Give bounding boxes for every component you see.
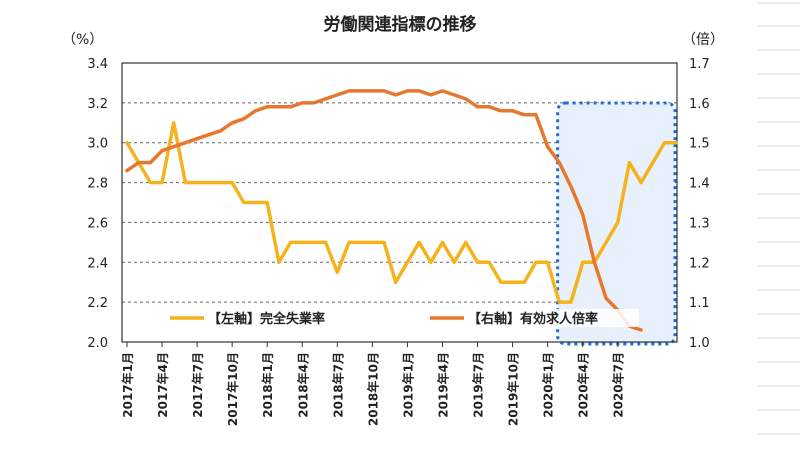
legend-label: 【左軸】完全失業率 <box>208 311 325 327</box>
y-right-tick-label: 1.5 <box>689 137 710 152</box>
x-tick-label: 2019年7月 <box>471 352 486 418</box>
x-tick-label: 2017年1月 <box>120 352 135 418</box>
x-tick-label: 2018年4月 <box>295 352 310 418</box>
x-tick-label: 2018年7月 <box>330 352 345 418</box>
y-left-tick-label: 3.2 <box>87 97 108 112</box>
x-tick-labels: 2017年1月 2017年4月 2017年7月 2017年10月 2018年1月 2018… <box>120 352 626 426</box>
x-tick-label: 2018年10月 <box>365 352 380 426</box>
y-left-tick-label: 3.4 <box>87 57 108 72</box>
x-tick-label: 2020年7月 <box>611 352 626 418</box>
x-tick-label: 2019年10月 <box>506 352 521 426</box>
chart-title: 労働関連指標の推移 <box>324 14 477 35</box>
axes <box>121 62 678 347</box>
y-left-tick-label: 2.0 <box>87 336 108 351</box>
y-right-unit: （倍） <box>682 32 724 48</box>
y-right-tick-labels: 1.0 1.1 1.2 1.3 1.4 1.5 1.6 1.7 <box>689 57 710 351</box>
legend-bg <box>164 309 374 327</box>
x-tick-label: 2019年4月 <box>435 352 450 418</box>
y-right-tick-label: 1.3 <box>689 216 710 231</box>
series-line-2 <box>125 89 643 332</box>
x-tick-label: 2017年4月 <box>155 352 170 418</box>
y-left-tick-label: 2.2 <box>87 296 108 311</box>
y-right-tick-label: 1.6 <box>689 97 710 112</box>
y-left-tick-label: 2.6 <box>87 216 108 231</box>
y-right-tick-label: 1.4 <box>689 177 710 192</box>
x-tick-label: 2017年7月 <box>190 352 205 418</box>
y-left-tick-label: 3.0 <box>87 137 108 152</box>
y-left-tick-label: 2.8 <box>87 177 108 192</box>
series-line-1 <box>125 121 678 304</box>
x-tick-label: 2020年4月 <box>576 352 591 418</box>
y-right-tick-label: 1.7 <box>689 57 710 72</box>
legend: 【左軸】完全失業率 【右軸】有効求人倍率 <box>164 309 639 327</box>
series-lines <box>125 89 678 332</box>
plot-frame <box>121 62 678 343</box>
x-tick-label: 2020年1月 <box>541 352 556 418</box>
y-right-tick-label: 1.0 <box>689 336 710 351</box>
legend-bg <box>424 309 639 327</box>
y-right-tick-label: 1.1 <box>689 296 710 311</box>
y-left-tick-label: 2.4 <box>87 256 108 271</box>
x-tick-label: 2019年1月 <box>400 352 415 418</box>
y-left-tick-labels: 2.0 2.2 2.4 2.6 2.8 3.0 3.2 3.4 <box>87 57 108 351</box>
x-tick-label: 2017年10月 <box>225 352 240 426</box>
x-tick-label: 2018年1月 <box>260 352 275 418</box>
legend-label: 【右軸】有効求人倍率 <box>468 311 598 327</box>
y-left-unit: （%） <box>62 32 103 48</box>
y-right-tick-label: 1.2 <box>689 256 710 271</box>
